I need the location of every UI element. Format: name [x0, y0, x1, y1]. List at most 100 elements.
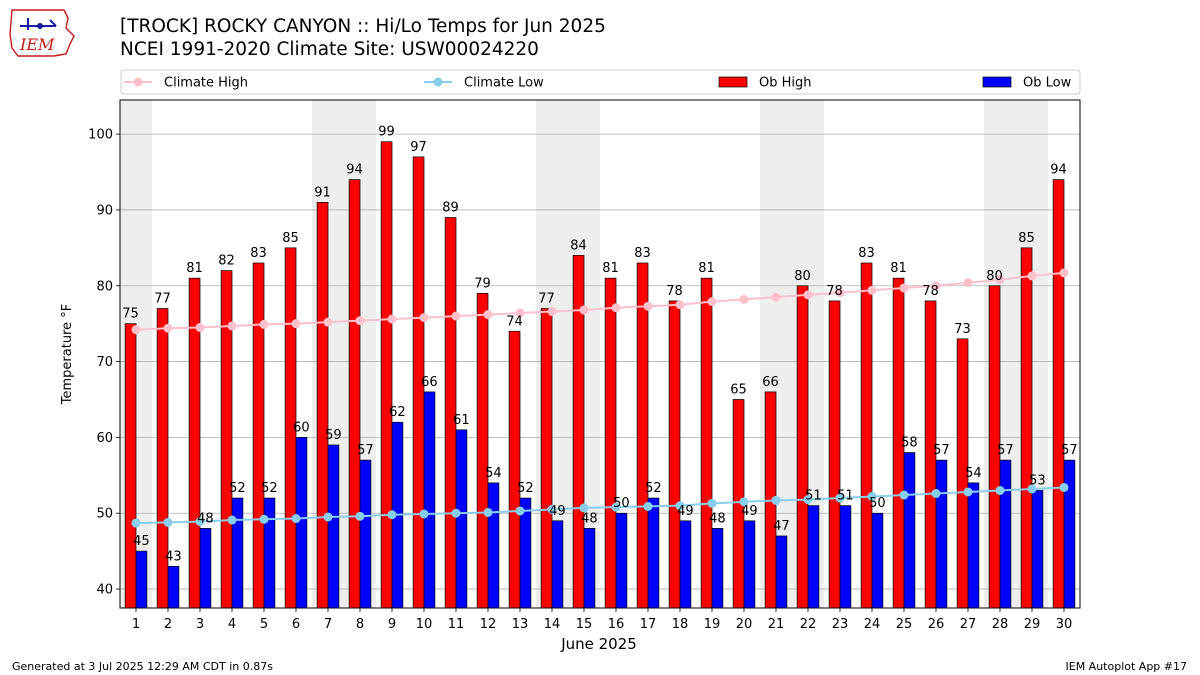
ob-high-label: 84: [570, 238, 587, 253]
ob-low-label: 66: [421, 375, 438, 390]
legend: Climate High Climate Low Ob High Ob Low: [120, 69, 1081, 95]
ob-low-label: 57: [357, 443, 374, 458]
climate-high-point: [771, 292, 781, 302]
x-tick-label: 19: [704, 617, 721, 632]
climate-high-point: [547, 307, 557, 317]
climate-low-point: [611, 502, 621, 512]
climate-high-point: [835, 288, 845, 298]
ob-high-label: 83: [858, 246, 875, 261]
ob-low-bar: [423, 391, 436, 609]
climate-low-point: [739, 497, 749, 507]
climate-low-point: [515, 506, 525, 516]
ob-high-label: 79: [474, 276, 491, 291]
x-tick-label: 2: [164, 617, 172, 632]
ob-high-bar: [508, 330, 521, 609]
climate-low-point: [675, 501, 685, 511]
climate-low-point: [963, 487, 973, 497]
ob-high-label: 81: [890, 261, 907, 276]
ob-high-bar: [668, 300, 681, 609]
climate-low-point: [995, 485, 1005, 495]
x-tick-label: 7: [324, 617, 332, 632]
ob-low-bar: [871, 512, 884, 609]
ob-low-label: 61: [453, 413, 470, 428]
ob-high-label: 80: [986, 269, 1003, 284]
x-tick-label: 18: [672, 617, 689, 632]
ob-low-label: 52: [645, 481, 662, 496]
climate-high-point: [355, 316, 365, 326]
climate-low-point: [931, 489, 941, 499]
ob-low-bar: [807, 505, 820, 609]
ob-high-label: 66: [762, 375, 779, 390]
climate-high-point: [867, 285, 877, 295]
climate-high-point: [291, 319, 301, 329]
ob-low-bar: [1031, 490, 1044, 609]
legend-climate-low-marker: [433, 77, 443, 87]
climate-low-point: [259, 514, 269, 524]
ob-high-label: 81: [602, 261, 619, 276]
climate-high-point: [131, 325, 141, 335]
climate-high-point: [803, 290, 813, 300]
climate-high-point: [675, 300, 685, 310]
climate-high-point: [163, 323, 173, 333]
climate-low-point: [291, 514, 301, 524]
climate-low-point: [355, 511, 365, 521]
x-tick-label: 22: [800, 617, 817, 632]
ob-low-bar: [935, 459, 948, 609]
ob-low-label: 49: [741, 504, 758, 519]
ob-low-bar: [359, 459, 372, 609]
ob-low-label: 54: [965, 466, 982, 481]
ob-low-label: 60: [293, 420, 310, 435]
climate-low-line: [135, 486, 1065, 525]
ob-high-label: 80: [794, 269, 811, 284]
ob-low-bar: [999, 459, 1012, 609]
y-tick-label: 60: [96, 431, 113, 446]
ob-high-label: 78: [922, 284, 939, 299]
climate-high-point: [387, 314, 397, 324]
ob-high-bar: [348, 179, 361, 609]
ob-high-label: 78: [826, 284, 843, 299]
climate-low-point: [387, 510, 397, 520]
climate-low-point: [483, 507, 493, 517]
ob-high-label: 85: [1018, 231, 1035, 246]
x-axis-label: June 2025: [560, 635, 637, 653]
ob-high-bar: [860, 262, 873, 609]
x-tick-label: 13: [512, 617, 529, 632]
x-tick-label: 15: [576, 617, 593, 632]
ob-high-label: 83: [634, 246, 651, 261]
legend-ob-low-swatch: [982, 76, 1012, 88]
ob-low-label: 57: [1061, 443, 1078, 458]
app-credit: IEM Autoplot App #17: [1065, 660, 1188, 673]
ob-low-label: 47: [773, 519, 790, 534]
climate-high-point: [1059, 268, 1069, 278]
legend-ob-low-label: Ob Low: [1023, 76, 1072, 91]
ob-low-label: 50: [613, 496, 630, 511]
climate-high-point: [515, 308, 525, 318]
ob-high-label: 97: [410, 140, 427, 155]
ob-low-label: 57: [933, 443, 950, 458]
climate-high-point: [931, 281, 941, 291]
ob-low-label: 45: [133, 534, 150, 549]
climate-low-point: [547, 504, 557, 514]
ob-high-label: 65: [730, 382, 747, 397]
ob-low-label: 51: [837, 489, 854, 504]
ob-high-label: 77: [538, 292, 555, 307]
climate-high-point: [195, 322, 205, 332]
climate-high-point: [483, 310, 493, 320]
legend-climate-low-label: Climate Low: [464, 76, 544, 91]
y-tick-label: 40: [96, 583, 113, 598]
ob-high-label: 89: [442, 201, 459, 216]
x-tick-label: 27: [960, 617, 977, 632]
x-tick-label: 10: [416, 617, 433, 632]
ob-low-bar: [647, 497, 660, 609]
ob-low-label: 49: [677, 504, 694, 519]
x-tick-label: 24: [864, 617, 881, 632]
ob-low-label: 52: [229, 481, 246, 496]
ob-high-label: 81: [186, 261, 203, 276]
x-tick-label: 23: [832, 617, 849, 632]
climate-low-point: [227, 515, 237, 525]
ob-high-bar: [220, 270, 233, 609]
x-tick-label: 12: [480, 617, 497, 632]
x-tick-label: 30: [1056, 617, 1073, 632]
ob-low-label: 48: [581, 511, 598, 526]
ob-high-bar: [796, 285, 809, 609]
